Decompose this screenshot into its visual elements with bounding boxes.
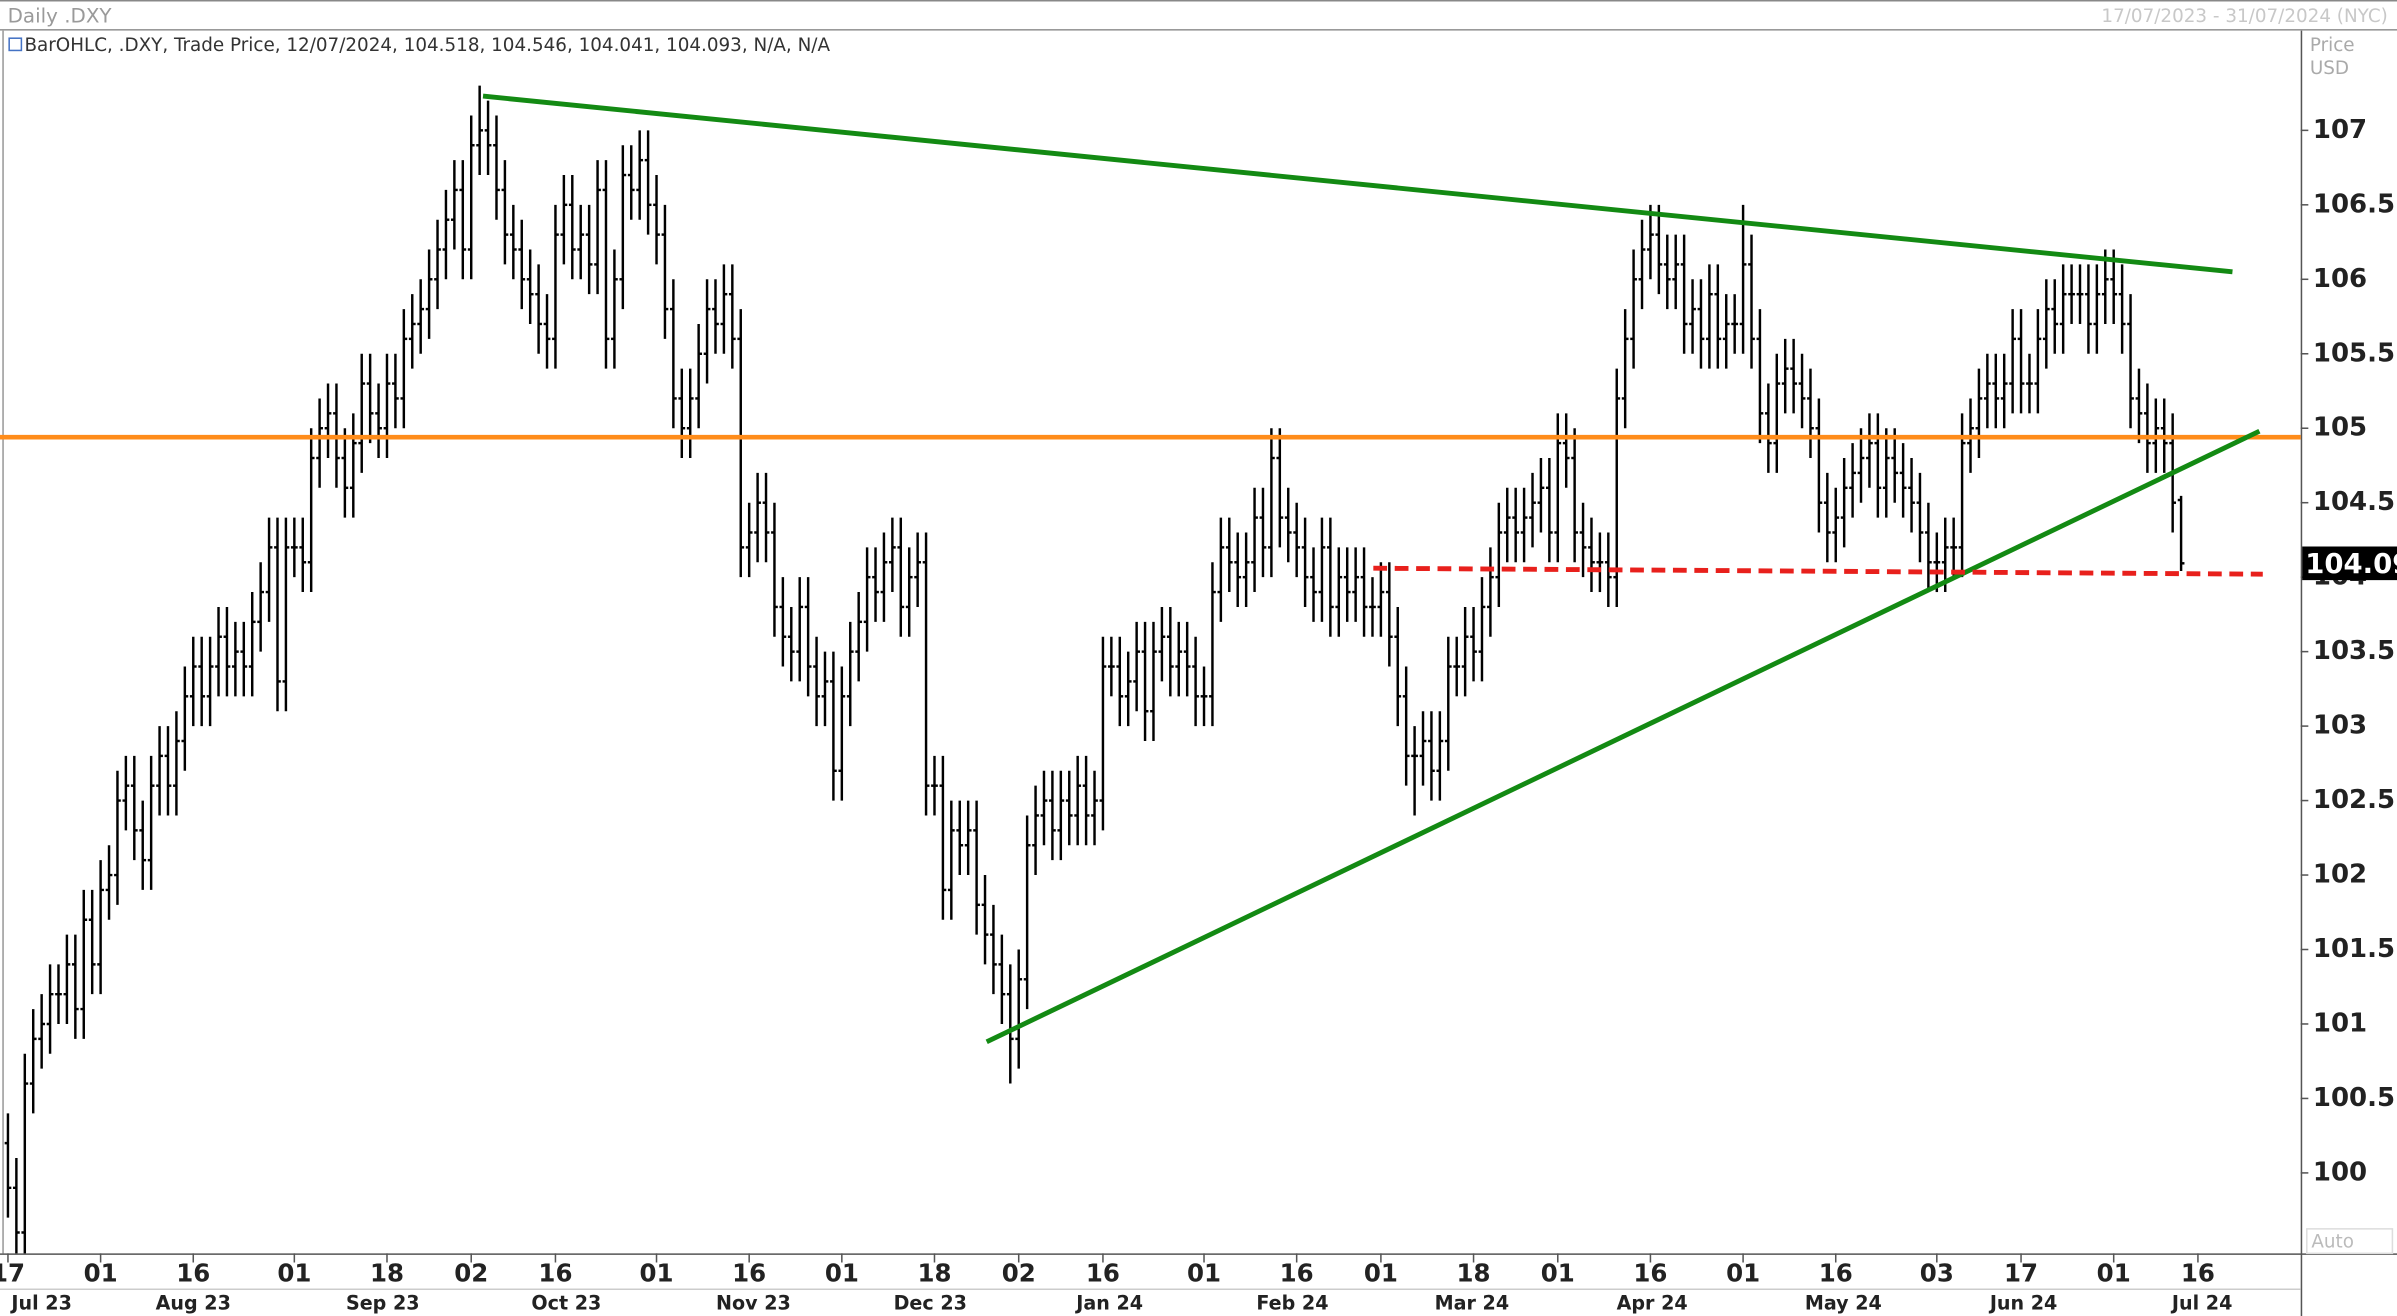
y-tick-label: 100.5 [2313,1083,2395,1113]
y-tick-label: 101.5 [2313,934,2395,964]
x-tick-label: 03 [1920,1259,1954,1288]
legend-swatch [8,37,23,52]
x-tick-label: 01 [84,1259,118,1288]
trend-line [1373,565,2263,577]
x-tick-label: 01 [1364,1259,1398,1288]
x-tick-label: 16 [538,1259,572,1288]
y-tick-label: 102.5 [2313,785,2395,815]
scale-mode[interactable]: Auto [2311,1232,2354,1253]
x-tick-label: 16 [732,1259,766,1288]
x-tick-label: 18 [917,1259,951,1288]
x-tick-label: 17 [0,1259,25,1288]
y-tick-label: 101 [2313,1008,2367,1038]
y-axis-label: Price [2310,35,2355,56]
month-label: Mar 24 [1435,1291,1510,1314]
month-label: Dec 23 [894,1291,967,1314]
x-tick-label: 01 [825,1259,859,1288]
x-tick-label: 16 [1633,1259,1667,1288]
legend-text: BarOHLC, .DXY, Trade Price, 12/07/2024, … [24,35,830,56]
month-label: Jun 24 [1988,1291,2058,1314]
month-label: Aug 23 [156,1291,231,1314]
month-label: Feb 24 [1256,1291,1328,1314]
y-tick-label: 107 [2313,115,2367,145]
trend-line [482,93,2233,275]
x-tick-label: 01 [1187,1259,1221,1288]
y-tick-label: 102 [2313,860,2367,890]
y-tick-label: 103 [2313,711,2367,741]
y-tick-label: 105 [2313,413,2367,443]
x-tick-label: 18 [1457,1259,1491,1288]
x-tick-label: 02 [454,1259,488,1288]
x-tick-label: 18 [370,1259,404,1288]
y-tick-label: 106 [2313,264,2367,294]
x-tick-label: 01 [2097,1259,2131,1288]
y-tick-label: 104.5 [2313,487,2395,517]
x-tick-label: 01 [640,1259,674,1288]
last-price-box [2302,546,2397,581]
x-tick-label: 16 [1819,1259,1853,1288]
y-tick-label: 100 [2313,1157,2367,1187]
date-range: 17/07/2023 - 31/07/2024 (NYC) [2101,6,2387,27]
month-label: Sep 23 [346,1291,420,1314]
month-label: Apr 24 [1617,1291,1688,1314]
x-tick-label: 16 [1280,1259,1314,1288]
y-tick-label: 103.5 [2313,636,2395,666]
chart-title: Daily .DXY [8,4,113,27]
x-tick-label: 02 [1002,1259,1036,1288]
y-axis-label: USD [2310,58,2349,79]
month-label: Oct 23 [531,1291,601,1314]
month-label: Jul 24 [2170,1291,2232,1314]
x-tick-label: 01 [277,1259,311,1288]
x-tick-label: 01 [1541,1259,1575,1288]
x-tick-label: 16 [2181,1259,2215,1288]
scale-mode-box[interactable] [2306,1228,2394,1255]
trend-line [985,429,2261,1045]
plot-layer [4,85,2185,1254]
x-tick-label: 17 [2004,1259,2038,1288]
y-tick-label: 106.5 [2313,189,2395,219]
month-label: Nov 23 [716,1291,791,1314]
month-label: Jan 24 [1074,1291,1143,1314]
month-label: May 24 [1805,1291,1882,1314]
x-tick-label: 16 [176,1259,210,1288]
y-tick-label: 105.5 [2313,338,2395,368]
last-price-label: 104.093 [2305,548,2397,580]
month-label: Jul 23 [9,1291,71,1314]
x-tick-label: 01 [1726,1259,1760,1288]
x-tick-label: 16 [1086,1259,1120,1288]
